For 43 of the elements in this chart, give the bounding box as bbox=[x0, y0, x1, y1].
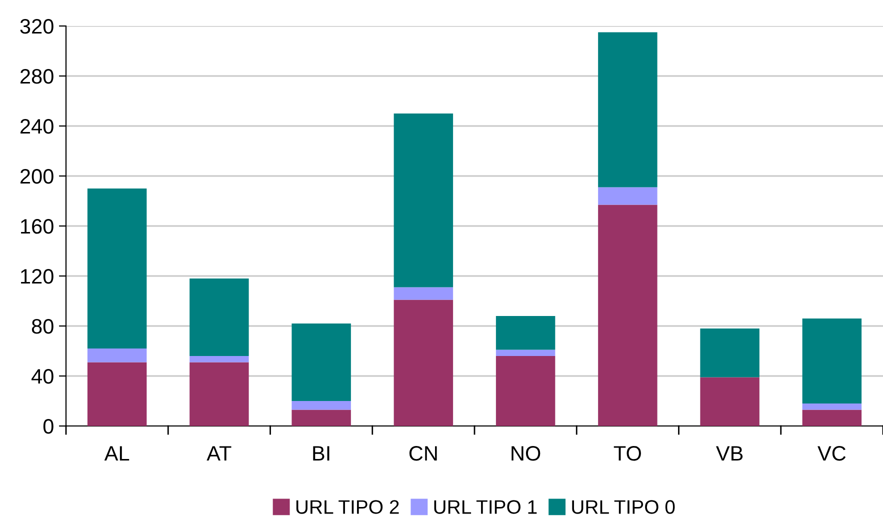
x-tick-label: TO bbox=[614, 446, 641, 461]
x-tick-label: NO bbox=[512, 446, 540, 461]
legend-label: URL TIPO 1 bbox=[434, 500, 537, 514]
bar bbox=[394, 287, 454, 300]
bar bbox=[87, 188, 147, 348]
y-tick-label: 40 bbox=[32, 369, 54, 384]
bar bbox=[394, 300, 454, 426]
x-tick-label: BI bbox=[313, 446, 330, 461]
y-tick-label: 320 bbox=[20, 19, 54, 34]
bar bbox=[190, 362, 249, 426]
bar bbox=[292, 410, 351, 426]
y-tick-label: 200 bbox=[20, 169, 54, 184]
bar bbox=[292, 401, 351, 410]
bar bbox=[87, 362, 147, 426]
y-tick-label: 240 bbox=[20, 119, 54, 134]
legend-label: URL TIPO 0 bbox=[572, 500, 675, 514]
x-tick-label: AL bbox=[104, 446, 130, 461]
bar bbox=[598, 204, 658, 426]
bar bbox=[496, 356, 556, 426]
x-tick-label: VB bbox=[716, 446, 743, 461]
y-tick-label: 120 bbox=[21, 269, 54, 284]
bar bbox=[190, 278, 249, 356]
bar bbox=[802, 410, 862, 426]
legend-label: URL TIPO 2 bbox=[296, 500, 399, 514]
x-tick-label: AT bbox=[206, 446, 232, 461]
bar bbox=[598, 187, 658, 205]
y-tick-label: 80 bbox=[32, 319, 54, 334]
bar bbox=[802, 404, 862, 410]
bar bbox=[700, 377, 760, 426]
bar bbox=[700, 328, 760, 378]
bar bbox=[598, 32, 658, 188]
bar bbox=[496, 316, 556, 350]
y-tick-label: 0 bbox=[43, 419, 54, 434]
bar bbox=[190, 356, 249, 362]
x-tick-label: VC bbox=[818, 446, 846, 461]
y-tick-label: 160 bbox=[21, 219, 54, 234]
bar bbox=[292, 324, 351, 401]
y-tick-label: 280 bbox=[20, 69, 54, 84]
bar bbox=[802, 318, 862, 404]
bar bbox=[87, 348, 147, 362]
bar bbox=[394, 114, 454, 288]
x-tick-label: CN bbox=[409, 446, 437, 461]
bar bbox=[496, 350, 556, 356]
